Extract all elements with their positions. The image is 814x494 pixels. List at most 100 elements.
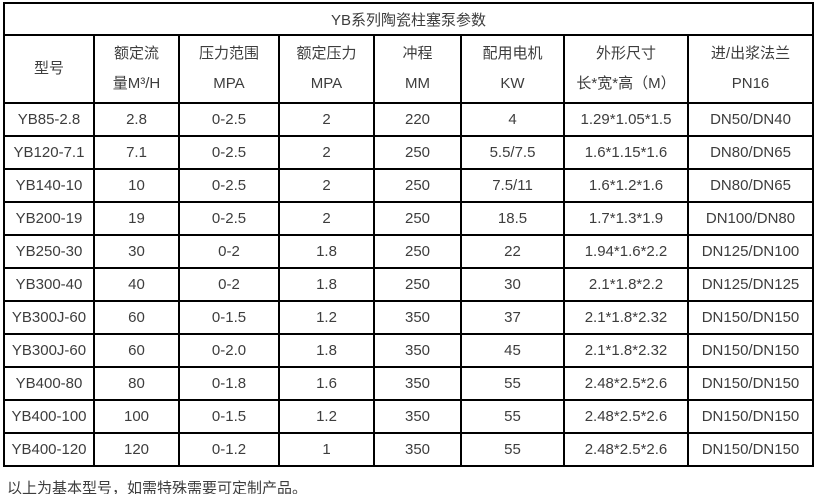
table-cell: 7.5/11: [460, 168, 565, 203]
table-cell: DN100/DN80: [686, 201, 814, 236]
table-cell: 2.8: [93, 102, 180, 137]
table-cell: YB300-40: [3, 267, 95, 302]
table-cell: 80: [93, 366, 180, 401]
table-cell: 250: [373, 234, 462, 269]
table-cell: 1: [278, 432, 375, 467]
table-cell: 2.48*2.5*2.6: [563, 399, 689, 434]
table-cell: 0-2.5: [178, 168, 280, 203]
header-line: MM: [405, 75, 430, 92]
table-cell: 45: [460, 333, 565, 368]
table-cell: 1.2: [278, 300, 375, 335]
table-cell: 22: [460, 234, 565, 269]
table-cell: 30: [93, 234, 180, 269]
table-cell: 2: [278, 168, 375, 203]
col-header-dimensions: 外形尺寸 长*宽*高（M）: [563, 34, 689, 104]
header-line: PN16: [731, 75, 770, 92]
table-cell: 0-2.5: [178, 201, 280, 236]
header-line: 压力范围: [198, 45, 259, 62]
table-cell: 2.48*2.5*2.6: [563, 366, 689, 401]
table-row: YB400-80 80 0-1.8 1.6 350 55 2.48*2.5*2.6 DN150…: [3, 366, 814, 401]
table-cell: DN50/DN40: [686, 102, 814, 137]
table-cell: 1.29*1.05*1.5: [563, 102, 689, 137]
table-cell: 1.94*1.6*2.2: [563, 234, 689, 269]
table-cell: 120: [93, 432, 180, 467]
table-cell: 250: [373, 267, 462, 302]
table-cell: YB400-80: [3, 366, 95, 401]
table-cell: 220: [373, 102, 462, 137]
table-cell: 1.6: [278, 366, 375, 401]
table-cell: 2.1*1.8*2.32: [563, 300, 689, 335]
header-line: MPA: [310, 75, 343, 92]
table-cell: 1.8: [278, 333, 375, 368]
table-cell: YB120-7.1: [3, 135, 95, 170]
header-line: 外形尺寸: [595, 45, 656, 62]
table-cell: YB140-10: [3, 168, 95, 203]
table-header-row: 型号 额定流 量M³/H 压力范围 MPA: [3, 34, 814, 104]
col-header-motor-power: 配用电机 KW: [460, 34, 565, 104]
table-cell: 0-1.5: [178, 300, 280, 335]
table-cell: 19: [93, 201, 180, 236]
col-header-flange: 进/出浆法兰 PN16: [686, 34, 814, 104]
table-cell: 2.1*1.8*2.32: [563, 333, 689, 368]
table-cell: 250: [373, 135, 462, 170]
table-cell: 5.5/7.5: [460, 135, 565, 170]
table-cell: DN150/DN150: [686, 300, 814, 335]
table-cell: YB400-100: [3, 399, 95, 434]
table-row: YB200-19 19 0-2.5 2 250 18.5 1.7*1.3*1.9 DN100/…: [3, 201, 814, 236]
table-cell: 0-2.5: [178, 102, 280, 137]
table-cell: 55: [460, 366, 565, 401]
table-row: YB400-120 120 0-1.2 1 350 55 2.48*2.5*2.6 DN150…: [3, 432, 814, 467]
table-cell: 350: [373, 300, 462, 335]
table-cell: DN125/DN100: [686, 234, 814, 269]
table-cell: 18.5: [460, 201, 565, 236]
header-line: 量M³/H: [112, 75, 161, 92]
header-line: 进/出浆法兰: [710, 45, 791, 62]
table-cell: 1.6*1.2*1.6: [563, 168, 689, 203]
header-line: MPA: [213, 75, 245, 92]
table-cell: YB250-30: [3, 234, 95, 269]
header-line: KW: [500, 75, 525, 92]
table-cell: 0-2.5: [178, 135, 280, 170]
header-line: 型号: [33, 60, 64, 77]
table-cell: 55: [460, 432, 565, 467]
table-row: YB120-7.1 7.1 0-2.5 2 250 5.5/7.5 1.6*1.15*1.6…: [3, 135, 814, 170]
table-cell: 1.2: [278, 399, 375, 434]
table-cell: YB200-19: [3, 201, 95, 236]
table-row: YB400-100 100 0-1.5 1.2 350 55 2.48*2.5*2.6 DN1…: [3, 399, 814, 434]
table-cell: 350: [373, 432, 462, 467]
table-cell: 350: [373, 333, 462, 368]
table-row: YB250-30 30 0-2 1.8 250 22 1.94*1.6*2.2 DN125/D…: [3, 234, 814, 269]
table-cell: YB300J-60: [3, 333, 95, 368]
pump-parameters-table: YB系列陶瓷柱塞泵参数 型号 额定流 量M³/H 压力范围: [2, 2, 814, 467]
table-cell: YB85-2.8: [3, 102, 95, 137]
table-title: YB系列陶瓷柱塞泵参数: [2, 2, 814, 36]
table-cell: 0-1.2: [178, 432, 280, 467]
header-line: 配用电机: [482, 45, 543, 62]
table-cell: 55: [460, 399, 565, 434]
col-header-rated-flow: 额定流 量M³/H: [93, 34, 180, 104]
col-header-rated-pressure: 额定压力 MPA: [278, 34, 375, 104]
table-cell: 2: [278, 135, 375, 170]
col-header-stroke: 冲程 MM: [373, 34, 462, 104]
col-header-pressure-range: 压力范围 MPA: [178, 34, 280, 104]
table-cell: 7.1: [93, 135, 180, 170]
table-cell: YB300J-60: [3, 300, 95, 335]
table-cell: 4: [460, 102, 565, 137]
table-cell: 0-2: [178, 234, 280, 269]
table-cell: DN125/DN125: [686, 267, 814, 302]
header-line: 额定流: [113, 45, 159, 62]
table-cell: 1.7*1.3*1.9: [563, 201, 689, 236]
table-cell: 30: [460, 267, 565, 302]
header-line: 冲程: [402, 45, 433, 62]
table-cell: 250: [373, 201, 462, 236]
table-cell: 0-1.5: [178, 399, 280, 434]
table-row: YB300J-60 60 0-1.5 1.2 350 37 2.1*1.8*2.32 DN15…: [3, 300, 814, 335]
table-row: YB140-10 10 0-2.5 2 250 7.5/11 1.6*1.2*1.6 DN80…: [3, 168, 814, 203]
table-cell: 60: [93, 300, 180, 335]
table-row: YB300-40 40 0-2 1.8 250 30 2.1*1.8*2.2 DN125/DN…: [3, 267, 814, 302]
header-line: 额定压力: [296, 45, 357, 62]
table-cell: DN80/DN65: [686, 168, 814, 203]
table-cell: 10: [93, 168, 180, 203]
col-header-model: 型号: [3, 34, 95, 104]
footer-note: 以上为基本型号，如需特殊需要可定制产品。: [7, 480, 308, 494]
